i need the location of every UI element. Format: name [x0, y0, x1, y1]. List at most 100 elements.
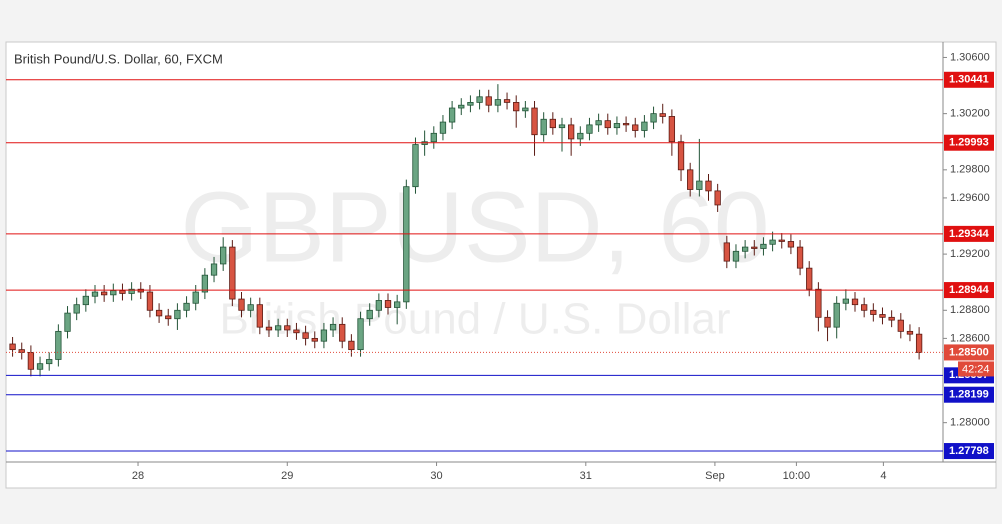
candle-body: [229, 246, 236, 300]
candle-body: [870, 309, 877, 315]
x-tick-label: 30: [430, 470, 442, 482]
level-label-bg: [944, 225, 994, 242]
level-label-bg: [944, 71, 994, 88]
candle-body: [146, 291, 154, 311]
candle-body: [220, 246, 227, 265]
candle-body: [384, 300, 392, 308]
chart-frame: [5, 41, 997, 489]
y-tick-label: 1.28800: [950, 304, 990, 316]
level-label-bg: [944, 282, 994, 299]
candle-body: [91, 291, 99, 297]
candle-body: [183, 302, 190, 311]
candle-body: [165, 315, 172, 320]
candle-body: [632, 124, 639, 131]
candle-body: [732, 250, 740, 262]
candle-body: [705, 180, 712, 192]
x-tick-label: 28: [132, 470, 144, 482]
candle-body: [403, 186, 410, 303]
candle-body: [36, 363, 44, 370]
candle-body: [73, 304, 80, 314]
candle-body: [806, 267, 813, 290]
y-tick-label: 1.28000: [950, 417, 990, 429]
y-tick-label: 1.30600: [950, 51, 990, 63]
candle-body: [412, 144, 419, 188]
x-tick-label: 4: [880, 470, 886, 482]
level-label: 1.30441: [949, 74, 989, 86]
candle-body: [256, 304, 263, 328]
candle-body: [558, 124, 566, 129]
candle-body: [458, 104, 465, 109]
candle-body: [357, 318, 364, 351]
countdown-bg: [958, 361, 994, 377]
candle-body: [915, 333, 923, 353]
level-label: 1.29344: [949, 228, 990, 240]
candle-body: [568, 124, 575, 140]
candle-body: [339, 323, 346, 342]
candle-body: [577, 132, 584, 140]
candle-body: [888, 316, 895, 321]
level-label-bg: [944, 134, 994, 151]
candle-body: [274, 325, 282, 331]
candle-body: [110, 290, 117, 296]
level-label-bg: [944, 443, 994, 460]
candle-body: [320, 329, 328, 342]
candle-body: [155, 309, 163, 317]
candle-body: [302, 332, 309, 339]
candle-body: [201, 274, 209, 293]
candle-body: [348, 340, 355, 351]
candle-body: [769, 239, 776, 245]
level-label-bg: [944, 386, 994, 403]
candle-body: [494, 99, 502, 106]
candle-body: [174, 309, 181, 320]
candle-body: [27, 352, 35, 370]
candle-body: [760, 243, 767, 249]
countdown-label: 42:24: [962, 363, 990, 375]
y-tick-label: 1.30200: [950, 108, 990, 120]
candle-body: [906, 330, 914, 335]
candle-body: [485, 96, 492, 106]
candle-body: [192, 291, 199, 304]
candle-body: [522, 107, 529, 112]
candle-body: [439, 121, 447, 134]
candle-body: [659, 113, 666, 117]
candle-body: [833, 302, 840, 328]
candle-body: [787, 241, 795, 248]
candle-body: [842, 298, 850, 304]
chart-title: British Pound/U.S. Dollar, 60, FXCM: [14, 51, 223, 66]
candle-body: [311, 337, 318, 342]
candle-body: [238, 298, 245, 311]
candle-body: [751, 246, 758, 249]
candle-body: [531, 107, 538, 136]
level-label: 1.29993: [949, 137, 989, 149]
candle-body: [210, 263, 218, 276]
candle-body: [677, 141, 685, 171]
candle-body: [430, 132, 437, 143]
candle-body: [394, 301, 401, 308]
candle-body: [696, 180, 703, 190]
candle-body: [586, 124, 593, 134]
candle-body: [815, 288, 822, 318]
candle-body: [897, 319, 904, 332]
candle-body: [613, 123, 621, 129]
x-tick-label: 10:00: [783, 470, 811, 482]
candle-body: [293, 329, 300, 334]
candle-body: [128, 288, 135, 294]
candle-body: [604, 120, 611, 129]
candle-body: [366, 309, 373, 320]
candle-body: [503, 99, 511, 103]
level-label: 1.27798: [949, 445, 989, 457]
candle-body: [265, 326, 273, 331]
candle-body: [46, 359, 53, 365]
candle-body: [540, 118, 547, 136]
candle-body: [329, 323, 337, 331]
candle-body: [82, 295, 89, 306]
candle-body: [247, 304, 254, 311]
x-tick-label: 31: [580, 470, 592, 482]
candle-body: [476, 96, 483, 103]
candle-body: [668, 116, 676, 143]
candle-body: [595, 120, 602, 126]
candle-body: [714, 190, 721, 206]
candle-body: [861, 304, 868, 311]
